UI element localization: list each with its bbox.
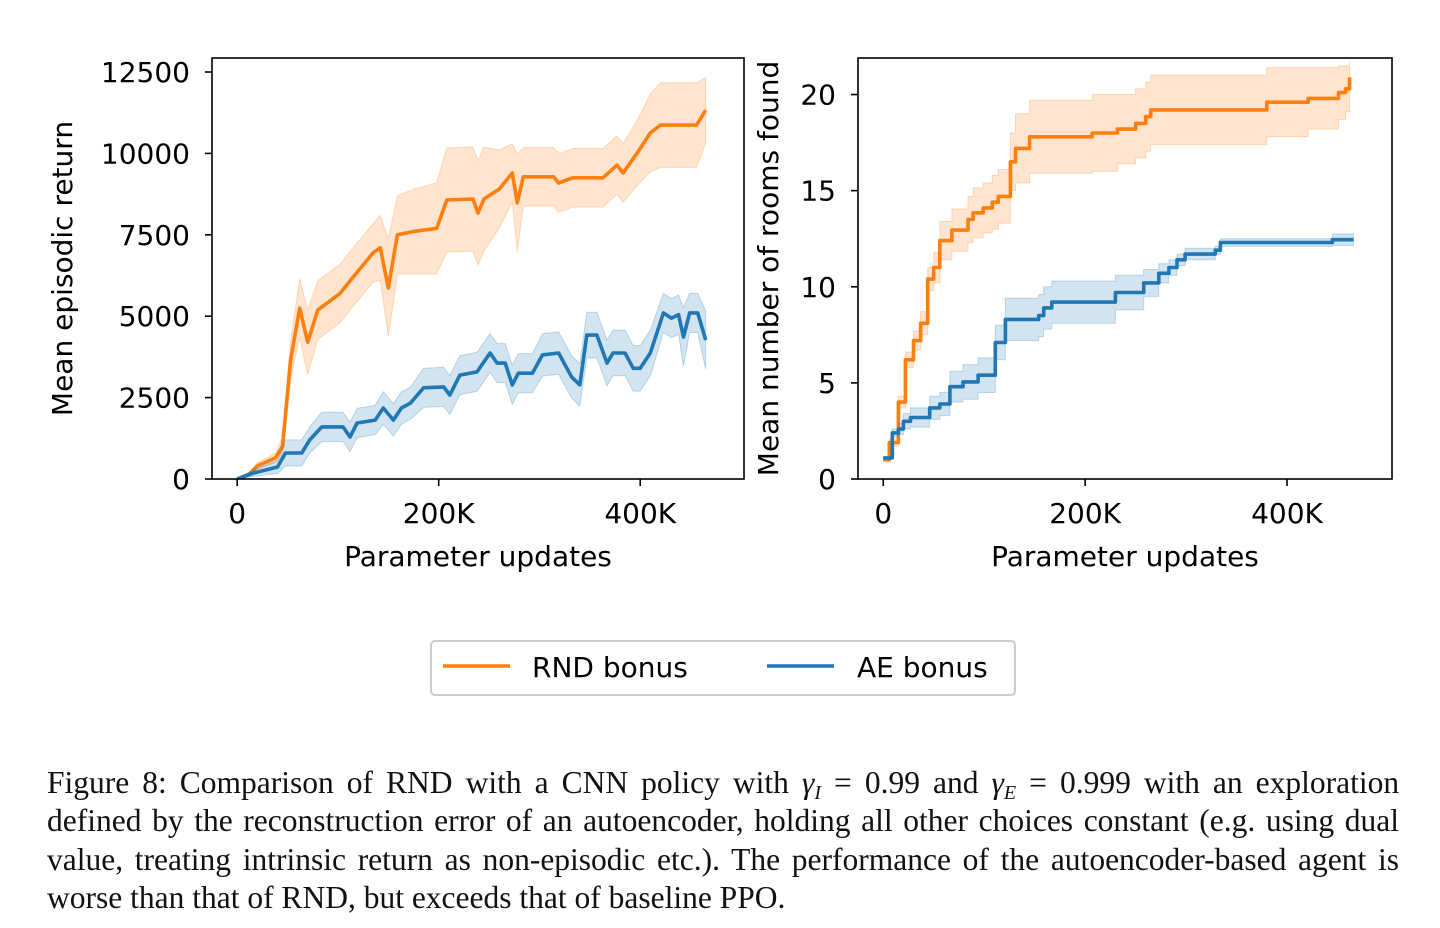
plot-area xyxy=(883,61,1355,462)
caption-eq1: = 0.99 xyxy=(834,765,920,800)
y-tick-label: 10 xyxy=(800,271,836,304)
caption-eq2: = 0.999 xyxy=(1029,765,1131,800)
gamma-subscript: I xyxy=(814,782,821,804)
y-tick-label: 20 xyxy=(800,79,836,112)
figure-caption: Figure 8: Comparison of RND with a CNN p… xyxy=(47,764,1399,917)
x-axis-label: Parameter updates xyxy=(344,540,612,573)
x-tick-label: 200K xyxy=(403,497,475,530)
series-line-ae xyxy=(236,311,708,479)
x-tick-label: 0 xyxy=(874,497,892,530)
y-axis-label: Mean episodic return xyxy=(46,121,79,416)
axes-frame xyxy=(857,57,1393,480)
y-tick-label: 2500 xyxy=(119,382,190,415)
y-tick-label: 15 xyxy=(800,175,836,208)
caption-and: and xyxy=(932,765,979,800)
plot-area xyxy=(236,76,708,479)
gamma-e: γE xyxy=(991,765,1017,803)
series-line-ae xyxy=(883,237,1354,460)
x-axis-label: Parameter updates xyxy=(991,540,1259,573)
chart-2: 0 5 10 15 20 0 200K 400K Parameter updates Mean n… xyxy=(752,57,1393,573)
gamma-symbol: γ xyxy=(801,765,815,800)
gamma-i: γI xyxy=(801,765,821,803)
legend: RND bonus AE bonus xyxy=(430,640,1016,696)
series-line-rnd xyxy=(883,77,1352,462)
gamma-subscript: E xyxy=(1003,782,1017,804)
y-tick-label: 12500 xyxy=(101,56,190,89)
x-tick-label: 0 xyxy=(228,497,246,530)
y-axis-label: Mean number of rooms found xyxy=(752,61,785,476)
y-tick-label: 5000 xyxy=(119,300,190,333)
caption-rest: with an exploration defined by the recon… xyxy=(47,765,1400,915)
y-tick-label: 5 xyxy=(818,367,836,400)
legend-label: RND bonus xyxy=(532,651,688,684)
band-ae xyxy=(883,233,1355,459)
y-tick-label: 10000 xyxy=(101,137,190,170)
x-tick-label: 400K xyxy=(604,497,676,530)
legend-label: AE bonus xyxy=(857,651,988,684)
legend-frame xyxy=(430,640,1016,696)
y-tick-label: 0 xyxy=(818,463,836,496)
x-tick-label: 200K xyxy=(1049,497,1121,530)
series-line-rnd xyxy=(236,109,708,479)
caption-lead: Figure 8: Comparison of RND with a CNN p… xyxy=(47,765,789,800)
y-tick-label: 7500 xyxy=(119,219,190,252)
x-tick-label: 400K xyxy=(1251,497,1323,530)
band-rnd xyxy=(236,76,707,479)
y-tick-label: 0 xyxy=(172,463,190,496)
figure: 0 2500 5000 7500 10000 12500 0 200K 400K Paramete… xyxy=(46,56,1393,696)
chart-1: 0 2500 5000 7500 10000 12500 0 200K 400K Paramete… xyxy=(46,56,745,573)
axes-frame xyxy=(211,57,745,480)
gamma-symbol: γ xyxy=(991,765,1004,800)
